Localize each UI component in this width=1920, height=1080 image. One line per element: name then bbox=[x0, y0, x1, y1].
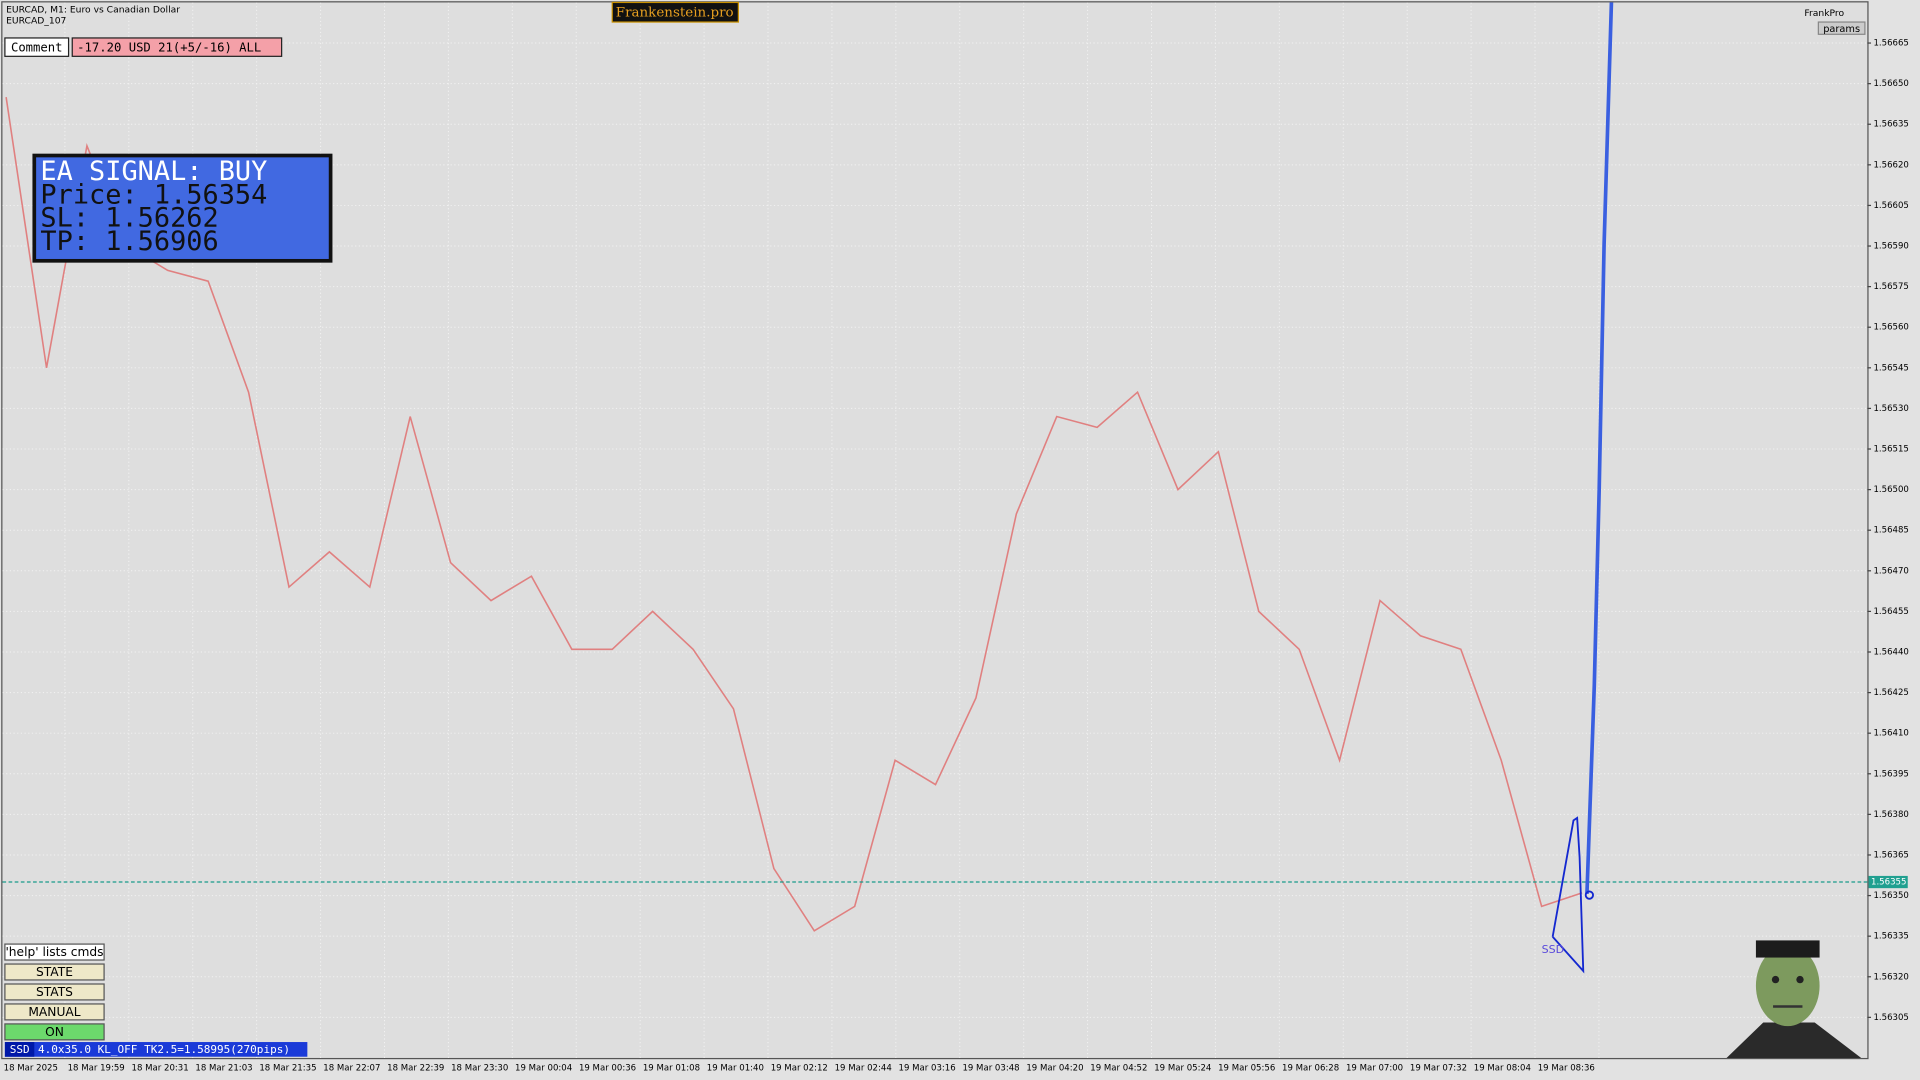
y-tick-label: 1.56335 bbox=[1873, 932, 1908, 942]
button-box[interactable] bbox=[4, 983, 105, 1001]
button-box[interactable] bbox=[4, 963, 105, 981]
pattern-label: SSD bbox=[1542, 943, 1564, 956]
y-tick-label: 1.56605 bbox=[1873, 201, 1908, 211]
y-tick-label: 1.56305 bbox=[1873, 1013, 1908, 1023]
button-box[interactable] bbox=[4, 943, 105, 961]
symbol-label: EURCAD, M1: Euro vs Canadian Dollar bbox=[6, 4, 180, 15]
button-label[interactable]: 'help' lists cmds bbox=[5, 945, 103, 959]
x-tick-label: 19 Mar 08:36 bbox=[1538, 1063, 1595, 1073]
status-bar bbox=[4, 1042, 308, 1057]
mascot bbox=[1726, 940, 1862, 1058]
forecast-line bbox=[1585, 2, 1614, 894]
x-tick-label: 19 Mar 04:20 bbox=[1026, 1063, 1083, 1073]
status-tag: SSD bbox=[10, 1043, 30, 1056]
y-tick-label: 1.56350 bbox=[1873, 891, 1908, 901]
x-tick-label: 18 Mar 21:35 bbox=[259, 1063, 316, 1073]
x-tick-label: 19 Mar 08:04 bbox=[1474, 1063, 1531, 1073]
x-tick-label: 18 Mar 19:59 bbox=[68, 1063, 125, 1073]
y-tick-label: 1.56545 bbox=[1873, 363, 1908, 373]
button-panel: 'help' lists cmds STATE STATS MANUAL ON bbox=[4, 943, 105, 1041]
comment-value-box bbox=[71, 37, 283, 57]
button-label[interactable]: MANUAL bbox=[28, 1005, 80, 1019]
y-tick-label: 1.56440 bbox=[1873, 647, 1908, 657]
current-price-label: 1.56355 bbox=[1871, 878, 1906, 888]
y-tick-label: 1.56410 bbox=[1873, 729, 1908, 739]
y-tick-label: 1.56620 bbox=[1873, 160, 1908, 170]
signal-title: EA SIGNAL: BUY bbox=[40, 156, 267, 187]
y-tick-label: 1.56635 bbox=[1873, 120, 1908, 130]
signal-line: TP: 1.56906 bbox=[40, 226, 218, 257]
x-tick-label: 19 Mar 07:00 bbox=[1346, 1063, 1403, 1073]
signal-line: Price: 1.56354 bbox=[40, 179, 267, 210]
pattern-shape bbox=[1551, 816, 1585, 974]
x-tick-label: 19 Mar 02:12 bbox=[771, 1063, 828, 1073]
x-tick-label: 19 Mar 05:24 bbox=[1154, 1063, 1211, 1073]
y-tick-label: 1.56380 bbox=[1873, 810, 1908, 820]
x-tick-label: 19 Mar 06:28 bbox=[1282, 1063, 1339, 1073]
y-tick-label: 1.56365 bbox=[1873, 850, 1908, 860]
y-tick-label: 1.56485 bbox=[1873, 526, 1908, 536]
y-tick-label: 1.56455 bbox=[1873, 607, 1908, 617]
status-tag-box bbox=[4, 1042, 35, 1057]
y-tick-label: 1.56560 bbox=[1873, 323, 1908, 333]
y-tick-label: 1.56530 bbox=[1873, 404, 1908, 414]
brand-box bbox=[611, 1, 739, 23]
x-tick-label: 19 Mar 04:52 bbox=[1090, 1063, 1147, 1073]
x-tick-label: 19 Mar 03:16 bbox=[899, 1063, 956, 1073]
signal-box bbox=[32, 153, 333, 263]
button-label[interactable]: ON bbox=[45, 1025, 64, 1039]
x-tick-label: 19 Mar 07:32 bbox=[1410, 1063, 1467, 1073]
x-tick-label: 18 Mar 22:07 bbox=[323, 1063, 380, 1073]
y-tick-label: 1.56320 bbox=[1873, 972, 1908, 982]
y-tick-label: 1.56575 bbox=[1873, 282, 1908, 292]
entry-marker bbox=[1584, 890, 1594, 900]
current-price-box bbox=[1868, 875, 1908, 889]
button-box[interactable] bbox=[4, 1003, 105, 1021]
y-tick-label: 1.56650 bbox=[1873, 79, 1908, 89]
y-tick-label: 1.56590 bbox=[1873, 242, 1908, 252]
x-tick-label: 19 Mar 05:56 bbox=[1218, 1063, 1275, 1073]
button-label[interactable]: STATE bbox=[36, 965, 73, 979]
params-button[interactable]: params bbox=[1823, 24, 1860, 35]
account-label: EURCAD_107 bbox=[6, 15, 66, 26]
x-tick-label: 19 Mar 03:48 bbox=[962, 1063, 1019, 1073]
y-tick-label: 1.56470 bbox=[1873, 566, 1908, 576]
x-tick-label: 18 Mar 20:31 bbox=[132, 1063, 189, 1073]
x-tick-label: 19 Mar 01:40 bbox=[707, 1063, 764, 1073]
x-tick-label: 19 Mar 00:36 bbox=[579, 1063, 636, 1073]
status-text: 4.0x35.0 KL_OFF TK2.5=1.58995(270pips) bbox=[38, 1043, 290, 1056]
x-tick-label: 18 Mar 21:03 bbox=[195, 1063, 252, 1073]
y-tick-label: 1.56665 bbox=[1873, 39, 1908, 49]
button-label[interactable]: STATS bbox=[36, 985, 73, 999]
y-tick-label: 1.56515 bbox=[1873, 445, 1908, 455]
y-tick-label: 1.56425 bbox=[1873, 688, 1908, 698]
price-layer: 1.56355 bbox=[2, 97, 1908, 932]
y-tick-label: 1.56395 bbox=[1873, 769, 1908, 779]
x-tick-label: 18 Mar 23:30 bbox=[451, 1063, 508, 1073]
x-tick-label: 19 Mar 00:04 bbox=[515, 1063, 572, 1073]
x-tick-label: 19 Mar 02:44 bbox=[835, 1063, 892, 1073]
x-tick-label: 19 Mar 01:08 bbox=[643, 1063, 700, 1073]
y-tick-label: 1.56500 bbox=[1873, 485, 1908, 495]
brand: Frankenstein.pro bbox=[616, 5, 734, 20]
comment-box bbox=[4, 37, 70, 57]
params-box[interactable] bbox=[1817, 21, 1866, 35]
x-tick-label: 18 Mar 2025 bbox=[4, 1063, 58, 1073]
price-line bbox=[5, 97, 1583, 932]
user-label: FrankPro bbox=[1804, 8, 1844, 19]
button-box[interactable] bbox=[4, 1023, 105, 1041]
x-tick-label: 18 Mar 22:39 bbox=[387, 1063, 444, 1073]
comment-label: Comment bbox=[11, 40, 63, 54]
signal-line: SL: 1.56262 bbox=[40, 203, 218, 234]
comment-value: -17.20 USD 21(+5/-16) ALL bbox=[77, 40, 261, 54]
